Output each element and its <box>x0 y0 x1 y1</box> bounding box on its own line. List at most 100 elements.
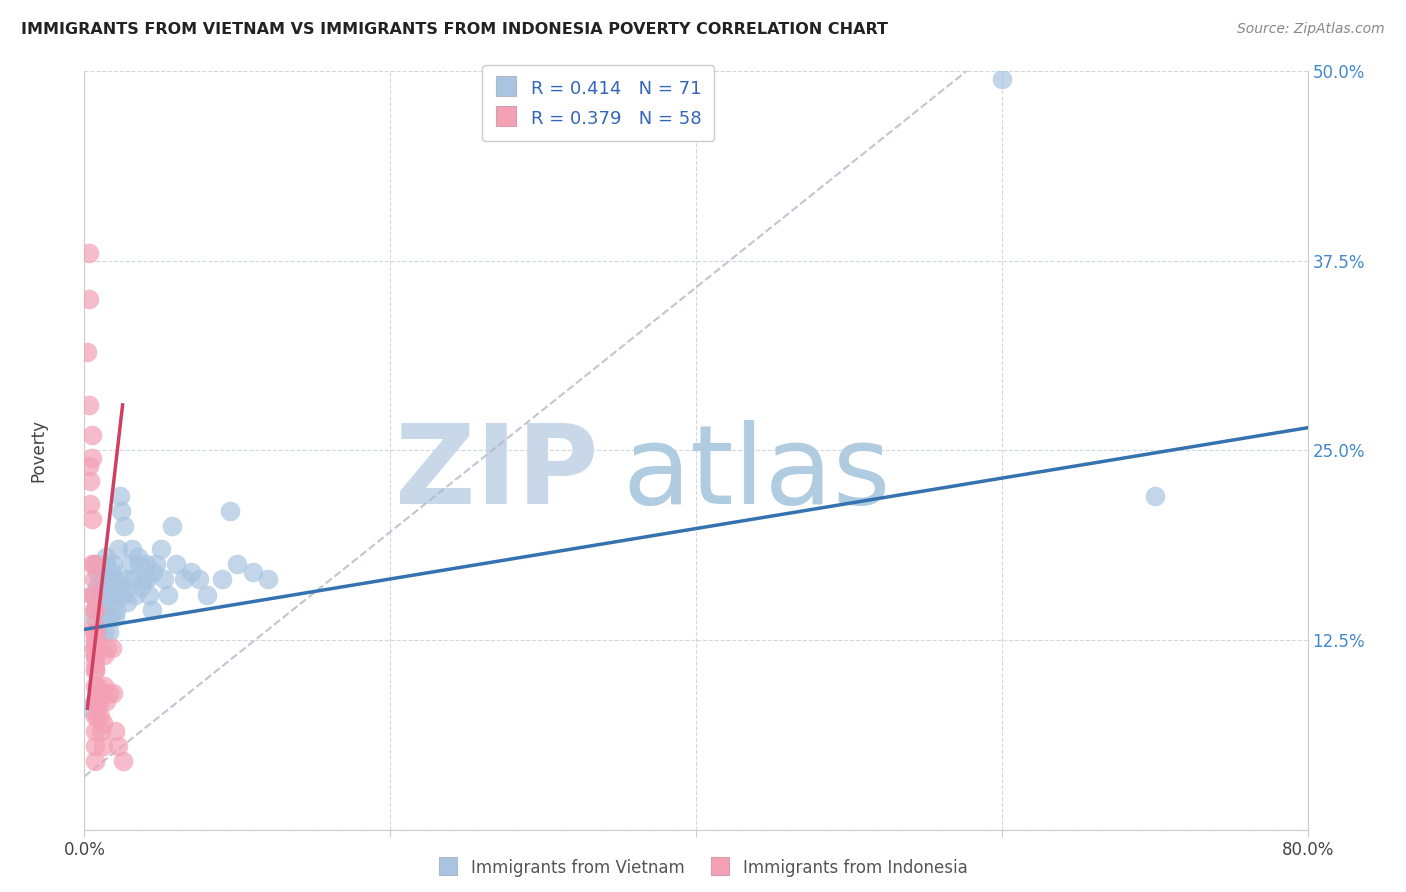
Point <box>112 519 135 533</box>
Point <box>121 542 143 557</box>
Text: Source: ZipAtlas.com: Source: ZipAtlas.com <box>1237 22 1385 37</box>
Point <box>107 739 129 753</box>
Point <box>89 573 111 587</box>
Point <box>89 588 111 602</box>
Point <box>98 573 121 587</box>
Point <box>165 557 187 572</box>
Point <box>76 344 98 359</box>
Point <box>80 588 103 602</box>
Point <box>96 610 118 624</box>
Point <box>79 496 101 510</box>
Point <box>111 588 134 602</box>
Point <box>157 588 180 602</box>
Point <box>127 549 149 564</box>
Point <box>84 633 107 648</box>
Point <box>257 573 280 587</box>
Point <box>80 451 103 466</box>
Point <box>84 633 107 648</box>
Point <box>91 716 114 731</box>
Point <box>195 588 218 602</box>
Point <box>84 678 107 692</box>
Point <box>138 588 160 602</box>
Point <box>84 724 107 739</box>
Point <box>104 724 127 739</box>
Point <box>101 595 124 609</box>
Text: IMMIGRANTS FROM VIETNAM VS IMMIGRANTS FROM INDONESIA POVERTY CORRELATION CHART: IMMIGRANTS FROM VIETNAM VS IMMIGRANTS FR… <box>21 22 889 37</box>
Point <box>128 557 150 572</box>
Point <box>104 610 127 624</box>
Point <box>103 588 125 602</box>
Point <box>84 625 107 640</box>
Point <box>84 557 107 572</box>
Point <box>80 557 103 572</box>
Point <box>84 603 107 617</box>
Point <box>108 489 131 503</box>
Point <box>136 573 159 587</box>
Point <box>218 504 240 518</box>
Point <box>77 458 100 473</box>
Point <box>101 640 124 655</box>
Point <box>84 755 107 769</box>
Point <box>97 588 120 602</box>
Point <box>96 640 118 655</box>
Point <box>86 694 108 708</box>
Point <box>84 694 107 708</box>
Point <box>173 573 195 587</box>
Point <box>84 648 107 662</box>
Point <box>89 708 111 723</box>
Point <box>115 595 138 609</box>
Point <box>104 573 127 587</box>
Point <box>86 565 108 579</box>
Point <box>84 625 107 640</box>
Point <box>79 474 101 488</box>
Point <box>84 656 107 670</box>
Point <box>160 519 183 533</box>
Point <box>145 557 167 572</box>
Point <box>141 603 163 617</box>
Point <box>132 573 155 587</box>
Point <box>97 625 120 640</box>
Point <box>83 610 105 624</box>
Point <box>77 701 100 715</box>
Text: atlas: atlas <box>623 420 891 526</box>
Point <box>122 573 145 587</box>
Point <box>87 686 110 700</box>
Point <box>93 678 115 692</box>
Point <box>87 625 110 640</box>
Point <box>84 640 107 655</box>
Point <box>91 588 114 602</box>
Point <box>91 739 114 753</box>
Point <box>114 573 136 587</box>
Text: Poverty: Poverty <box>30 419 48 482</box>
Point <box>84 648 107 662</box>
Point <box>91 603 114 617</box>
Point <box>94 549 117 564</box>
Point <box>80 512 103 526</box>
Point <box>142 565 165 579</box>
Point <box>84 603 107 617</box>
Point <box>77 398 100 412</box>
Point <box>149 542 172 557</box>
Point <box>90 610 112 624</box>
Point <box>86 708 108 723</box>
Point <box>77 246 100 260</box>
Point <box>86 678 108 692</box>
Legend: R = 0.414   N = 71, R = 0.379   N = 58: R = 0.414 N = 71, R = 0.379 N = 58 <box>482 65 714 141</box>
Point <box>111 755 134 769</box>
Point <box>83 625 105 640</box>
Point <box>98 610 121 624</box>
Point <box>80 428 103 442</box>
Point <box>84 640 107 655</box>
Point <box>129 580 152 594</box>
Point <box>1143 489 1166 503</box>
Point <box>991 72 1014 87</box>
Point <box>110 504 132 518</box>
Point <box>77 292 100 306</box>
Point <box>105 603 128 617</box>
Point <box>84 664 107 678</box>
Point <box>87 595 110 609</box>
Point <box>96 580 118 594</box>
Point <box>242 565 264 579</box>
Point <box>103 557 125 572</box>
Point <box>83 588 105 602</box>
